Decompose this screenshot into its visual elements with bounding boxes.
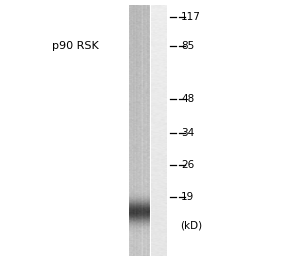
Text: 34: 34: [181, 128, 194, 138]
Text: 26: 26: [181, 160, 194, 170]
Text: 48: 48: [181, 94, 194, 104]
Text: 19: 19: [181, 192, 194, 202]
Text: 85: 85: [181, 41, 194, 51]
Text: 117: 117: [181, 12, 201, 22]
Text: (kD): (kD): [180, 221, 202, 231]
Text: p90 RSK: p90 RSK: [52, 41, 99, 51]
